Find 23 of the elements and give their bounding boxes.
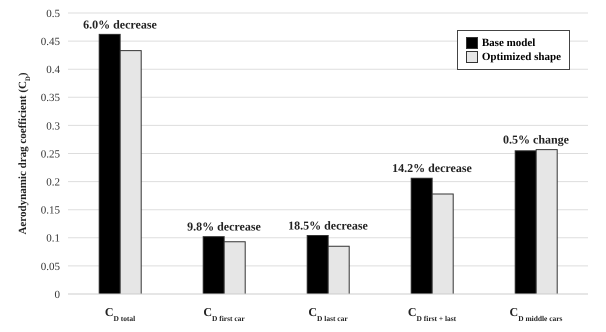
x-tick-label: C$_{D last car}$ bbox=[308, 305, 348, 322]
legend-label: Base model bbox=[482, 37, 536, 49]
legend-label: Optimized shape bbox=[482, 51, 561, 63]
annotation: 14.2% decrease bbox=[392, 161, 473, 176]
y-tick-label: 0 bbox=[54, 288, 60, 301]
y-tick-label: 0.35 bbox=[40, 92, 60, 104]
annotation: 18.5% decrease bbox=[288, 218, 369, 233]
y-tick-label: 0.05 bbox=[40, 260, 60, 273]
x-tick-label: C$_{D middle cars}$ bbox=[510, 305, 563, 322]
y-tick-label: 0.15 bbox=[40, 204, 60, 217]
annotation: 0.5% change bbox=[503, 132, 570, 147]
annotation: 9.8% decrease bbox=[187, 220, 262, 234]
y-tick-label: 0.2 bbox=[46, 176, 60, 189]
x-tick-label: C$_{D first + last}$ bbox=[408, 305, 457, 322]
y-tick-label: 0.3 bbox=[46, 120, 60, 132]
y-tick-label: 0.4 bbox=[46, 64, 60, 76]
y-tick-label: 0.1 bbox=[46, 232, 60, 245]
y-tick-label: 0.25 bbox=[40, 148, 60, 160]
y-tick-label: 0.5 bbox=[46, 8, 60, 20]
x-tick-label: C$_{D total}$ bbox=[104, 305, 136, 322]
x-tick-label: C$_{D first car}$ bbox=[203, 305, 246, 322]
annotation: 6.0% decrease bbox=[83, 17, 158, 32]
y-tick-label: 0.45 bbox=[40, 36, 60, 48]
